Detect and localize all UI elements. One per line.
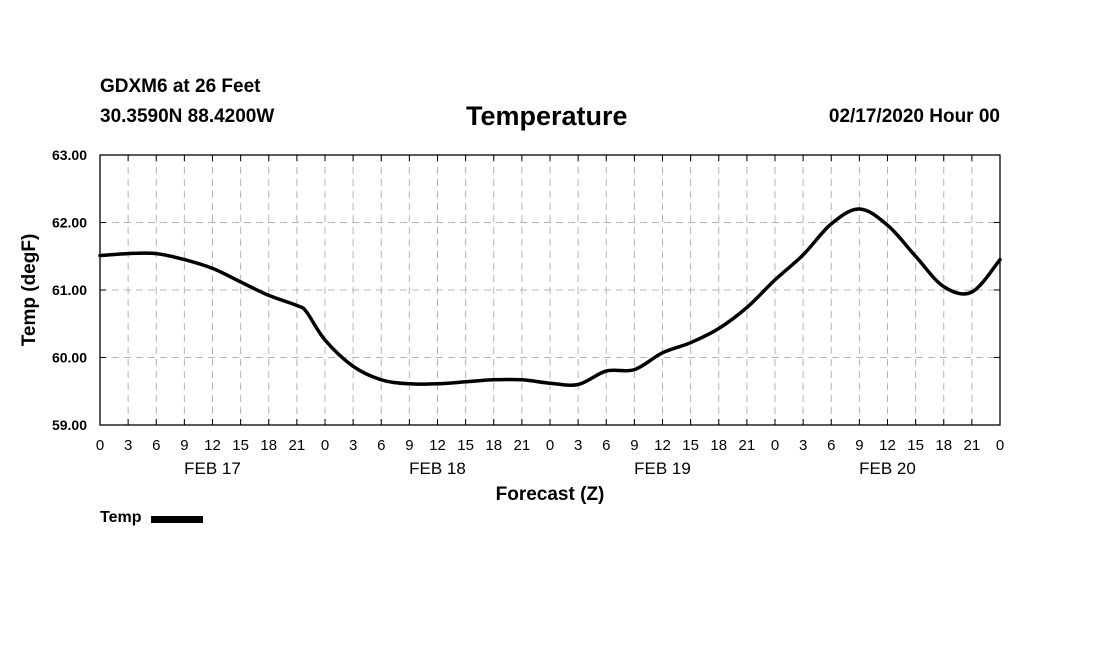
y-tick-label: 62.00 (52, 215, 87, 231)
x-tick-labels: 0 3 6 9 12 15 18 21 0 3 6 9 12 15 18 21 0 3 6 9 12 15 18 21 0 3 6 9… (96, 437, 1004, 454)
x-tick-label: 9 (180, 437, 188, 454)
y-axis-label: Temp (degF) (19, 234, 40, 347)
x-tick-label: 6 (602, 437, 610, 454)
x-tick-label: 21 (739, 437, 756, 454)
x-tick-label: 6 (827, 437, 835, 454)
legend-label-temp: Temp (100, 509, 142, 526)
day-label: FEB 17 (184, 459, 241, 478)
x-tick-label: 3 (124, 437, 132, 454)
y-tick-labels: 59.00 60.00 61.00 62.00 63.00 (52, 147, 87, 433)
x-tick-label: 18 (260, 437, 277, 454)
x-tick-label: 6 (152, 437, 160, 454)
x-tick-label: 15 (907, 437, 924, 454)
x-tick-label: 3 (574, 437, 582, 454)
x-tick-label: 0 (546, 437, 554, 454)
chart-title: Temperature (466, 101, 628, 131)
x-tick-label: 12 (204, 437, 221, 454)
x-tick-label: 18 (710, 437, 727, 454)
temp-series-line (98, 207, 1002, 387)
grid-lines (100, 155, 1000, 425)
x-tick-label: 15 (457, 437, 474, 454)
x-tick-label: 9 (855, 437, 863, 454)
x-tick-label: 0 (996, 437, 1004, 454)
day-label: FEB 19 (634, 459, 691, 478)
x-tick-label: 12 (429, 437, 446, 454)
x-tick-label: 15 (682, 437, 699, 454)
x-tick-label: 0 (771, 437, 779, 454)
y-tick-label: 60.00 (52, 350, 87, 366)
x-tick-label: 18 (485, 437, 502, 454)
station-coordinates: 30.3590N 88.4200W (100, 106, 275, 127)
legend-swatch-temp (151, 516, 204, 523)
x-tick-label: 18 (935, 437, 952, 454)
x-tick-label: 21 (289, 437, 306, 454)
legend: Temp (100, 509, 204, 527)
x-tick-label: 0 (321, 437, 329, 454)
day-label: FEB 18 (409, 459, 466, 478)
x-tick-label: 0 (96, 437, 104, 454)
x-tick-label: 21 (964, 437, 981, 454)
x-tick-label: 3 (349, 437, 357, 454)
x-tick-label: 9 (405, 437, 413, 454)
day-label: FEB 20 (859, 459, 916, 478)
day-labels: FEB 17 FEB 18 FEB 19 FEB 20 (184, 459, 916, 478)
plot-frame (99, 154, 1001, 426)
x-tick-label: 12 (654, 437, 671, 454)
y-tick-label: 59.00 (52, 417, 87, 433)
y-tick-label: 63.00 (52, 147, 87, 163)
y-tick-label: 61.00 (52, 282, 87, 298)
x-tick-label: 15 (232, 437, 249, 454)
x-tick-label: 12 (879, 437, 896, 454)
x-tick-label: 21 (514, 437, 531, 454)
x-tick-label: 6 (377, 437, 385, 454)
forecast-issue-time: 02/17/2020 Hour 00 (828, 106, 1000, 127)
x-tick-label: 9 (630, 437, 638, 454)
x-tick-label: 3 (799, 437, 807, 454)
station-name: GDXM6 at 26 Feet (100, 76, 261, 97)
x-axis-label: Forecast (Z) (496, 484, 605, 505)
